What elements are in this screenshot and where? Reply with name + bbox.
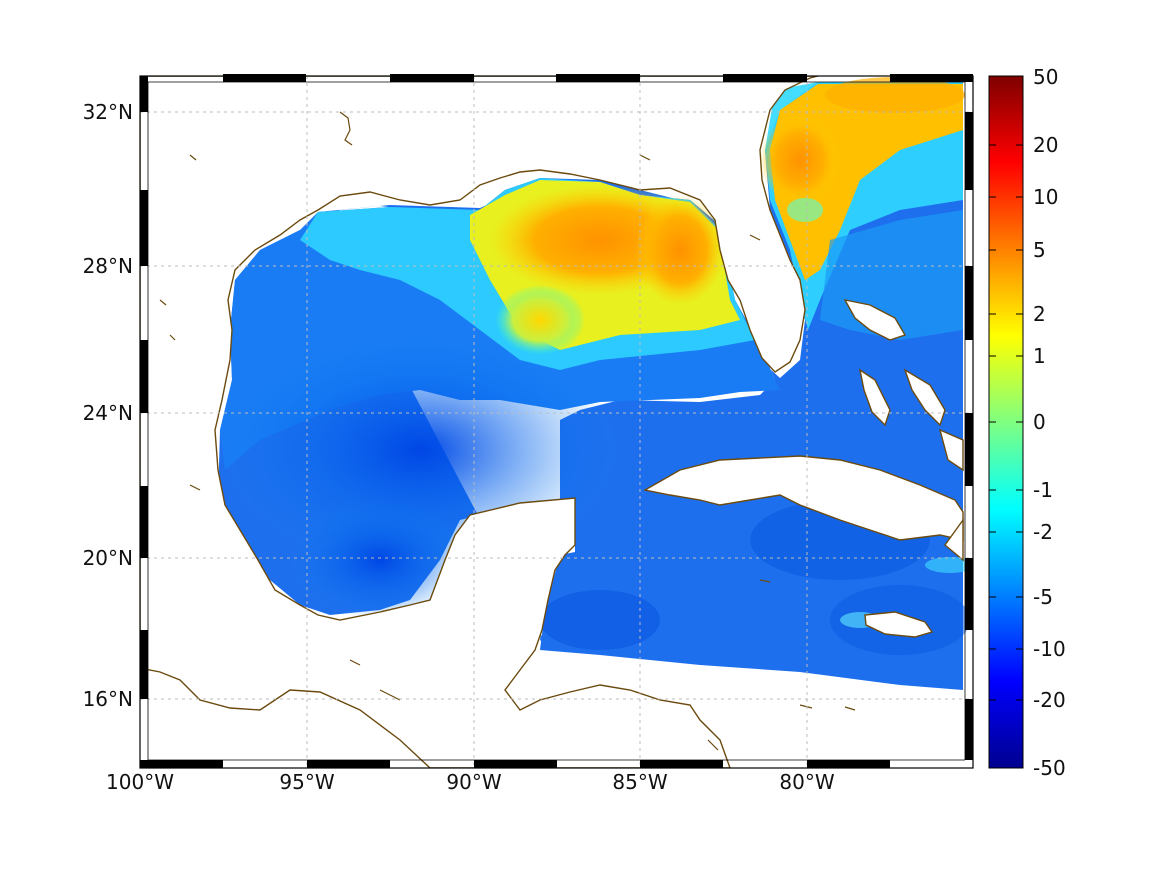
lon-label-80w: 80°W	[779, 770, 834, 794]
land	[140, 76, 964, 768]
colorbar-tick-label: -20	[1033, 688, 1066, 712]
map-area	[140, 76, 973, 768]
colorbar-tick-label: -2	[1033, 520, 1053, 544]
lon-label-85w: 85°W	[612, 770, 667, 794]
colorbar-tick-label: 20	[1033, 133, 1058, 157]
colorbar-tick-label: 0	[1033, 410, 1046, 434]
lat-label-28n: 28°N	[83, 254, 133, 278]
longitude-labels: 100°W 95°W 90°W 85°W 80°W	[106, 770, 835, 794]
colorbar-tick-label: 10	[1033, 185, 1058, 209]
lat-label-32n: 32°N	[83, 100, 133, 124]
lon-label-100w: 100°W	[106, 770, 174, 794]
colorbar-ticks	[989, 75, 1023, 769]
map-frame	[139, 74, 974, 769]
latitude-labels: 32°N 28°N 24°N 20°N 16°N	[83, 100, 133, 711]
small-features	[159, 111, 856, 751]
lon-label-95w: 95°W	[279, 770, 334, 794]
colorbar-tick-label: -50	[1033, 756, 1066, 780]
colorbar-tick-label: 1	[1033, 344, 1046, 368]
grid-lines	[140, 76, 973, 768]
lat-label-16n: 16°N	[83, 687, 133, 711]
colorbar-tick-label: -1	[1033, 478, 1053, 502]
lat-label-20n: 20°N	[83, 546, 133, 570]
colorbar-tick-label: 2	[1033, 302, 1046, 326]
colorbar-tick-label: -5	[1033, 585, 1053, 609]
colorbar-tick-label: 5	[1033, 238, 1046, 262]
lon-label-90w: 90°W	[446, 770, 501, 794]
lat-label-24n: 24°N	[83, 401, 133, 425]
colorbar-tick-label: -10	[1033, 637, 1066, 661]
colorbar-tick-label: 50	[1033, 65, 1058, 89]
